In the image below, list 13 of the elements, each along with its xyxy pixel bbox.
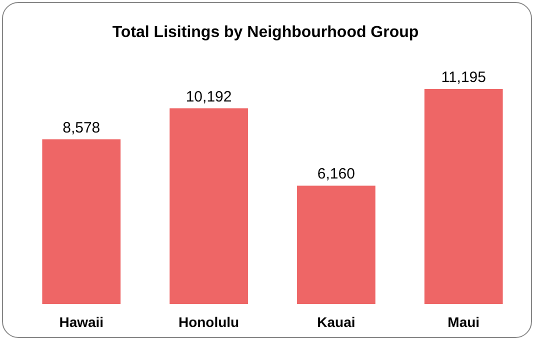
- data-label: 10,192: [186, 88, 232, 106]
- bar: [42, 139, 121, 304]
- data-label: 11,195: [441, 69, 486, 86]
- x-tick-label: Honolulu: [178, 314, 240, 330]
- bar: [170, 108, 248, 304]
- x-tick-label: Hawaii: [59, 314, 104, 330]
- data-label: 8,578: [62, 119, 100, 136]
- data-label: 6,160: [317, 166, 355, 183]
- x-tick-label: Maui: [448, 314, 480, 330]
- bar: [297, 186, 376, 304]
- chart-title: Total Lisitings by Neighbourhood Group: [112, 24, 419, 41]
- bar: [424, 89, 503, 304]
- x-tick-label: Kauai: [317, 314, 356, 330]
